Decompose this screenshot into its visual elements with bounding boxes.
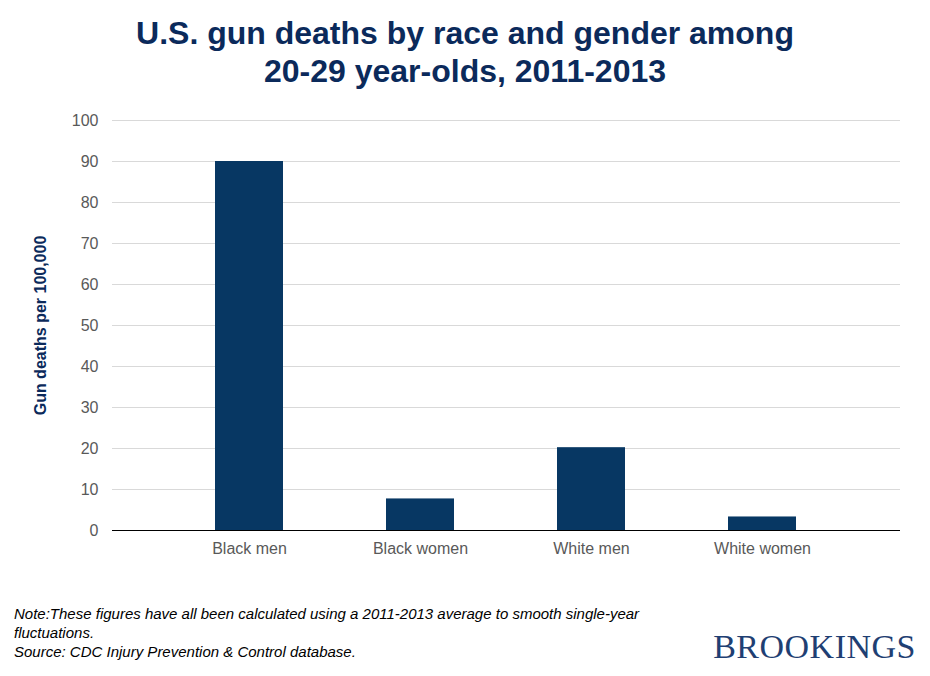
svg-text:20: 20: [81, 440, 99, 457]
svg-text:70: 70: [81, 235, 99, 252]
html-text:Note:These figures have all be: Note:These figures have all been calcula…: [14, 605, 640, 641]
svg-text:White men: White men: [553, 540, 629, 557]
svg-text:30: 30: [81, 399, 99, 416]
svg-text:50: 50: [81, 317, 99, 334]
svg-text:100: 100: [72, 112, 99, 129]
svg-text:60: 60: [81, 276, 99, 293]
svg-text:90: 90: [81, 153, 99, 170]
svg-text:Gun deaths per 100,000: Gun deaths per 100,000: [32, 236, 49, 416]
svg-text:80: 80: [81, 194, 99, 211]
svg-text:White women: White women: [714, 540, 811, 557]
svg-text:Black women: Black women: [373, 540, 468, 557]
svg-text:10: 10: [81, 481, 99, 498]
html-text:U.S. gun deaths by race and ge: U.S. gun deaths by race and gender among…: [136, 15, 794, 89]
html-text:Source: CDC Injury Prevention: Source: CDC Injury Prevention & Control …: [14, 643, 356, 660]
svg-text:0: 0: [90, 522, 99, 539]
html-text:BROOKINGS: BROOKINGS: [713, 628, 916, 665]
svg-text:40: 40: [81, 358, 99, 375]
svg-text:Black men: Black men: [212, 540, 287, 557]
